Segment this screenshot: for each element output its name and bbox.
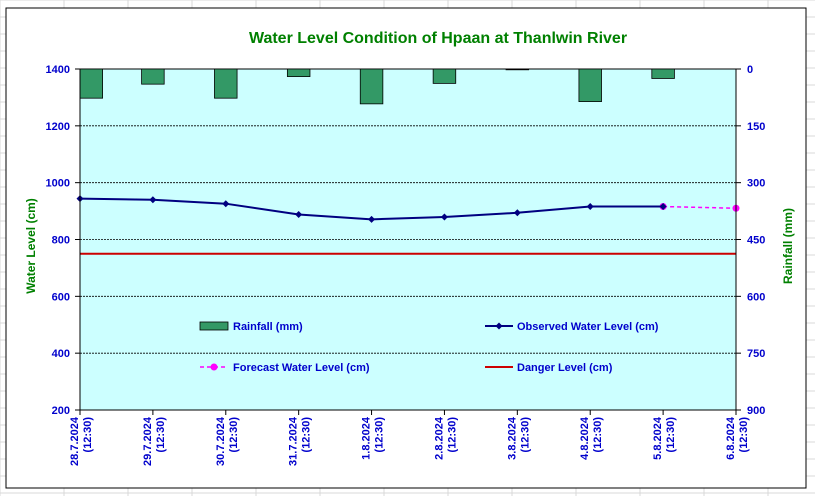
observed-point [222, 200, 230, 208]
rainfall-bar [651, 68, 675, 79]
series-lines [76, 195, 740, 255]
forecast-water-level-line [663, 205, 737, 209]
rainfall-bar [286, 68, 311, 77]
y-tick-label: 1000 [46, 178, 70, 190]
legend-label-rainfall: Rainfall (mm) [233, 321, 303, 333]
legend-marker-forecast [210, 363, 218, 371]
legend-marker-observed [495, 322, 503, 330]
y-tick-label: 200 [52, 405, 70, 417]
legend: Rainfall (mm) Observed Water Level (cm) … [199, 321, 659, 374]
x-tick-date: 6.8.2024 [725, 416, 737, 460]
x-tick-date: 30.7.2024 [215, 416, 227, 466]
x-tick-label: 3.8.2024 (12:30) [506, 416, 531, 460]
x-tick-time: (12:30) [446, 417, 458, 453]
y2-tick-label: 0 [747, 64, 753, 76]
y2-tick-label: 150 [747, 121, 765, 133]
x-tick-time: (12:30) [301, 417, 313, 453]
x-tick-label: 29.7.2024 (12:30) [142, 416, 167, 466]
x-tick-time: (12:30) [519, 417, 531, 453]
observed-point [440, 213, 448, 221]
x-tick-time: (12:30) [592, 417, 604, 453]
x-tick-label: 4.8.2024 (12:30) [579, 416, 604, 460]
y-tick-label: 400 [52, 348, 70, 360]
rainfall-bar [578, 68, 602, 102]
x-tick-time: (12:30) [82, 417, 94, 453]
y2-tick-label: 900 [747, 405, 765, 417]
gridlines [80, 68, 736, 354]
x-tick-time: (12:30) [738, 417, 750, 453]
x-tick-time: (12:30) [155, 417, 167, 453]
legend-label-forecast: Forecast Water Level (cm) [233, 362, 370, 374]
observed-point [368, 215, 376, 223]
y2-tick-label: 300 [747, 178, 765, 190]
chart-title: Water Level Condition of Hpaan at Thanlw… [249, 30, 627, 47]
y2-tick-label: 750 [747, 348, 765, 360]
y-tick-label: 800 [52, 235, 70, 247]
y2-tick-label: 600 [747, 291, 765, 303]
tick-labels: 200 400 600 800 1000 1200 1400 0 150 300 450 600 750… [46, 64, 766, 466]
x-tick-date: 29.7.2024 [142, 416, 154, 466]
x-tick-date: 31.7.2024 [288, 416, 300, 466]
rainfall-bar [505, 68, 530, 71]
observed-point [659, 203, 667, 211]
rainfall-bar [432, 68, 457, 84]
y-axis-label: Water Level (cm) [24, 198, 38, 294]
observed-point [149, 196, 157, 204]
x-tick-date: 3.8.2024 [506, 416, 518, 460]
rainfall-bar [359, 68, 384, 105]
x-tick-label: 1.8.2024 (12:30) [361, 416, 386, 460]
rainfall-bars [79, 68, 675, 105]
y2-axis-label: Rainfall (mm) [781, 208, 795, 284]
x-tick-label: 28.7.2024 (12:30) [69, 416, 94, 466]
legend-swatch-rainfall [199, 321, 229, 331]
rainfall-bar [214, 68, 238, 99]
x-tick-label: 6.8.2024 (12:30) [725, 416, 750, 460]
x-tick-date: 4.8.2024 [579, 416, 591, 460]
x-tick-date: 2.8.2024 [433, 416, 445, 460]
y-tick-label: 1200 [46, 121, 70, 133]
y-tick-label: 1400 [46, 64, 70, 76]
y2-tick-label: 450 [747, 235, 765, 247]
rainfall-bar [79, 68, 103, 99]
observed-point [586, 203, 594, 211]
x-tick-time: (12:30) [228, 417, 240, 453]
x-tick-label: 2.8.2024 (12:30) [433, 416, 458, 460]
legend-label-danger: Danger Level (cm) [517, 362, 613, 374]
x-tick-label: 30.7.2024 (12:30) [215, 416, 240, 466]
legend-label-observed: Observed Water Level (cm) [517, 321, 659, 333]
x-tick-label: 5.8.2024 (12:30) [652, 416, 677, 460]
x-tick-date: 5.8.2024 [652, 416, 664, 460]
x-tick-time: (12:30) [374, 417, 386, 453]
y-tick-label: 600 [52, 291, 70, 303]
observed-point [513, 209, 521, 217]
x-tick-date: 28.7.2024 [69, 416, 81, 466]
rainfall-bar [141, 68, 165, 85]
x-tick-date: 1.8.2024 [361, 416, 373, 460]
x-tick-label: 31.7.2024 (12:30) [288, 416, 313, 466]
observed-point [295, 210, 303, 218]
x-tick-time: (12:30) [665, 417, 677, 453]
